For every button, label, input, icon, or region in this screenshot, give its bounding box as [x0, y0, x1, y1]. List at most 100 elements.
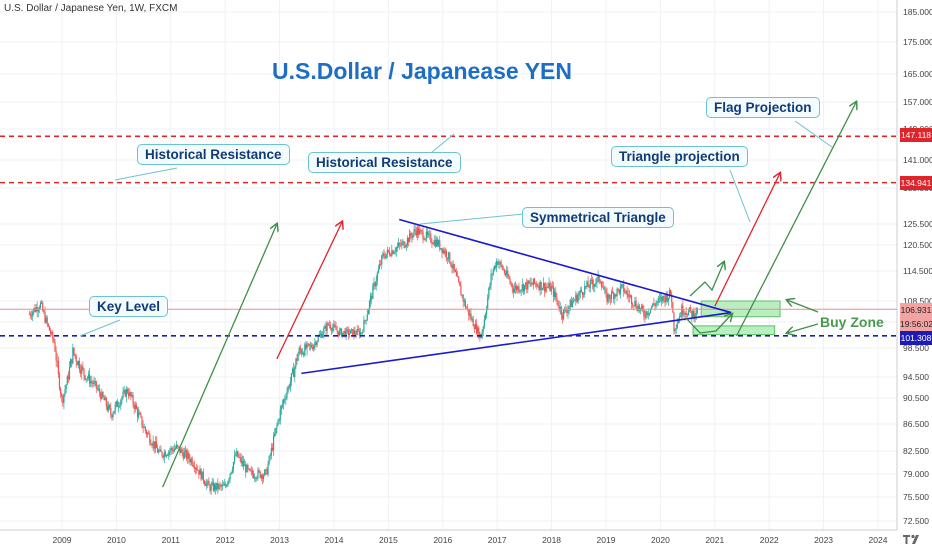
candle-body [473, 326, 475, 330]
candle-body [627, 293, 629, 297]
candle-body [158, 451, 160, 453]
projection-arrow-green [735, 102, 857, 337]
candle-body [625, 291, 627, 293]
candle-body [32, 311, 34, 317]
candle-body [126, 389, 129, 393]
candle-body [595, 282, 597, 285]
candle-body [409, 232, 411, 243]
candle-body [468, 308, 470, 316]
candle-body [591, 280, 594, 284]
candle-body [63, 393, 65, 403]
buy-zone-rect [692, 325, 776, 336]
candle-body [116, 401, 119, 407]
note-historical-resistance-1[interactable]: Historical Resistance [137, 144, 290, 165]
candle-body [532, 278, 535, 285]
candle-body [687, 310, 690, 316]
candle-body [58, 373, 61, 389]
price-axis-tick-label: 125.500 [903, 219, 932, 229]
candle-body [83, 368, 85, 376]
candle-body [242, 460, 245, 467]
candle-body [223, 484, 226, 486]
candle-body [212, 482, 214, 491]
candle-body [522, 284, 524, 292]
candle-body [526, 282, 528, 290]
time-axis-tick-label: 2023 [814, 535, 833, 545]
candle-body [165, 455, 168, 457]
candle-body [317, 336, 319, 342]
candle-body [686, 314, 688, 316]
candle-body [43, 310, 45, 312]
candle-body [181, 449, 183, 453]
candle-body [236, 451, 238, 456]
candle-body [598, 275, 600, 282]
callout-pointer-triangle-projection [729, 169, 751, 223]
candle-body [624, 292, 626, 294]
candle-body [459, 282, 461, 287]
time-axis-tick-label: 2024 [869, 535, 888, 545]
candle-body [531, 284, 533, 286]
note-triangle-projection[interactable]: Triangle projection [611, 146, 748, 167]
candle-body [95, 381, 97, 389]
tradingview-logo-icon [903, 534, 919, 544]
note-flag-projection[interactable]: Flag Projection [706, 97, 820, 118]
candle-body [29, 314, 32, 316]
projection-arrow-green [162, 224, 277, 488]
candle-body [66, 376, 68, 385]
candle-body [55, 351, 57, 361]
candle-body [164, 452, 167, 457]
candle-body [199, 469, 201, 475]
candle-body [414, 229, 416, 231]
candle-body [570, 299, 572, 308]
candle-body [440, 248, 442, 250]
candle-body [557, 300, 559, 306]
candle-body [402, 241, 404, 243]
price-axis-tick-label: 94.500 [903, 372, 929, 382]
candle-body [375, 280, 377, 287]
candle-body [211, 482, 213, 485]
candle-body [454, 269, 456, 272]
candle-body [536, 283, 538, 287]
candle-body [260, 475, 262, 478]
candle-body [530, 282, 532, 285]
callout-pointer-historical-resistance-1 [114, 167, 178, 181]
candle-body [70, 359, 72, 368]
candle-body [377, 268, 380, 273]
candle-body [298, 347, 300, 354]
candle-body [487, 297, 489, 309]
candle-body [336, 330, 338, 332]
candle-body [382, 253, 384, 256]
candle-body [391, 250, 393, 256]
candle-body [125, 389, 127, 397]
candle-body [516, 285, 518, 291]
candle-body [421, 230, 423, 232]
note-symmetrical-triangle[interactable]: Symmetrical Triangle [522, 207, 674, 228]
note-historical-resistance-2[interactable]: Historical Resistance [308, 152, 461, 173]
candle-body [206, 482, 208, 486]
note-key-level[interactable]: Key Level [89, 296, 169, 317]
candle-body [162, 456, 164, 458]
price-label-key-level: 101.308 [900, 331, 932, 345]
candle-body [52, 332, 54, 339]
candle-body [620, 284, 623, 287]
candle-body [218, 484, 220, 489]
candle-body [581, 291, 584, 295]
candle-body [460, 286, 462, 296]
candle-body [46, 317, 48, 324]
candle-body [695, 307, 697, 316]
candle-body [656, 301, 658, 303]
candle-body [584, 285, 586, 295]
projection-arrow-red [276, 222, 342, 360]
price-label-current: 106.931 [900, 303, 932, 317]
candle-body [341, 328, 343, 337]
candle-body [157, 447, 159, 453]
candle-body [596, 277, 598, 283]
candle-body [193, 466, 196, 469]
candle-body [34, 308, 36, 312]
candle-body [462, 294, 464, 302]
candle-body [51, 332, 53, 334]
candle-body [344, 331, 346, 337]
candle-body [304, 344, 306, 356]
candle-body [152, 441, 154, 446]
candle-body [493, 265, 495, 270]
